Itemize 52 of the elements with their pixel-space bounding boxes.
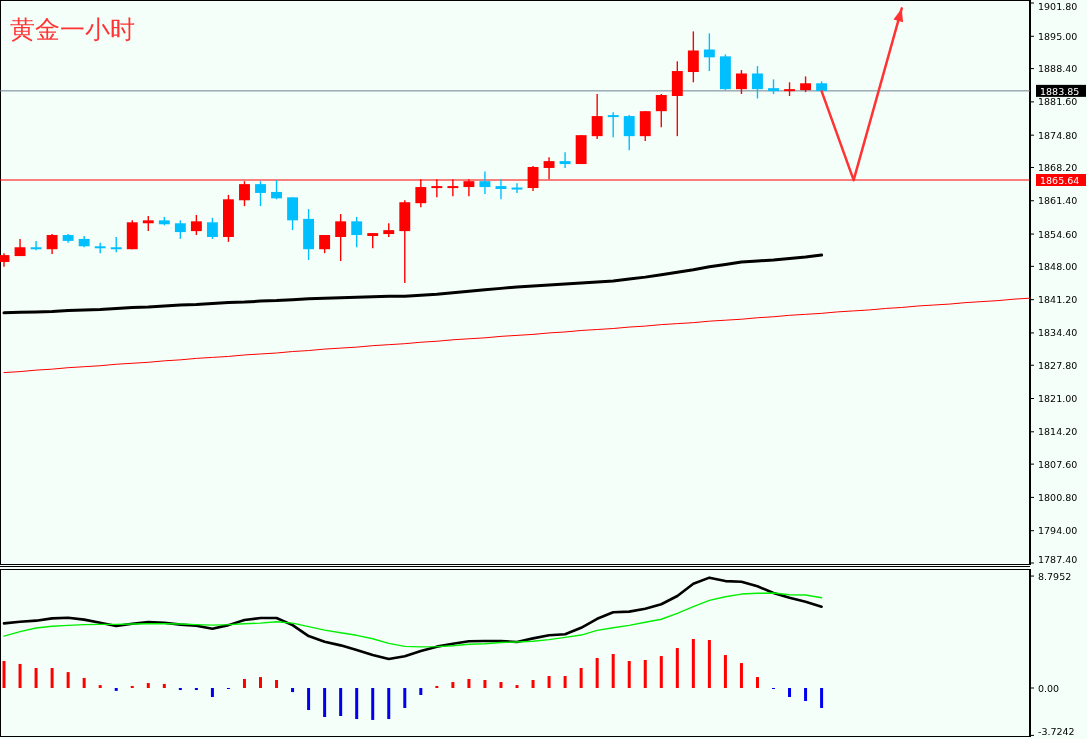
candlestick (190, 214, 202, 236)
y-tick-label: 1821.00 (1038, 393, 1078, 405)
y-tick-label: 1868.20 (1038, 161, 1078, 173)
candlestick (479, 170, 491, 195)
y-tick-label: 1827.80 (1038, 359, 1078, 371)
line-series (3, 297, 1031, 374)
candlestick (511, 182, 523, 194)
candlestick (271, 179, 282, 200)
y-tick-label: 1841.20 (1038, 294, 1078, 306)
candlestick (687, 30, 699, 83)
ref-line-label: 1883.85 (1040, 85, 1080, 97)
y-tick-label: 1895.00 (1038, 30, 1078, 42)
candlestick (335, 213, 347, 262)
candlestick (351, 216, 363, 248)
y-tick-label: 1881.60 (1038, 96, 1078, 108)
y-tick-label: 1861.40 (1038, 195, 1078, 207)
line-series (2, 576, 823, 661)
candlestick (255, 180, 266, 207)
y-tick-label: 1854.60 (1038, 228, 1078, 240)
y-tick-label: 1848.00 (1038, 260, 1078, 272)
candlestick (319, 234, 331, 254)
y-tick-label: 1874.80 (1038, 129, 1078, 141)
y-tick-label: 1787.40 (1038, 554, 1078, 565)
candlestick (703, 32, 715, 72)
y-tick-label: 1834.40 (1038, 327, 1078, 339)
candlestick (206, 217, 218, 240)
line-series (2, 253, 824, 315)
y-tick-label: 1800.80 (1038, 491, 1078, 503)
candlestick (287, 196, 299, 231)
candlestick (655, 93, 667, 129)
text: 黄金一小时 (10, 15, 135, 44)
y-tick-label: 0.00 (1038, 682, 1060, 694)
y-tick-label: 1888.40 (1038, 63, 1078, 75)
ref-line-label: 1865.64 (1040, 175, 1080, 187)
y-tick-label: 1901.80 (1038, 1, 1078, 12)
candlestick (46, 233, 58, 255)
y-tick-label: 1814.20 (1038, 426, 1078, 438)
candlestick (174, 219, 186, 240)
candlestick (591, 93, 603, 140)
line-series (3, 592, 823, 648)
candlestick (735, 69, 747, 95)
candlestick (559, 151, 571, 169)
candlestick (30, 240, 42, 251)
candlestick (495, 178, 507, 200)
y-tick-label: -3.7242 (1038, 726, 1075, 737)
y-tick-label: 1794.00 (1038, 525, 1078, 537)
candlestick (607, 111, 619, 138)
y-tick-label: 1807.60 (1038, 458, 1078, 470)
candlestick (94, 242, 106, 254)
candlestick (752, 65, 763, 100)
candlestick (623, 114, 635, 152)
y-tick-label: 8.7952 (1038, 570, 1072, 582)
